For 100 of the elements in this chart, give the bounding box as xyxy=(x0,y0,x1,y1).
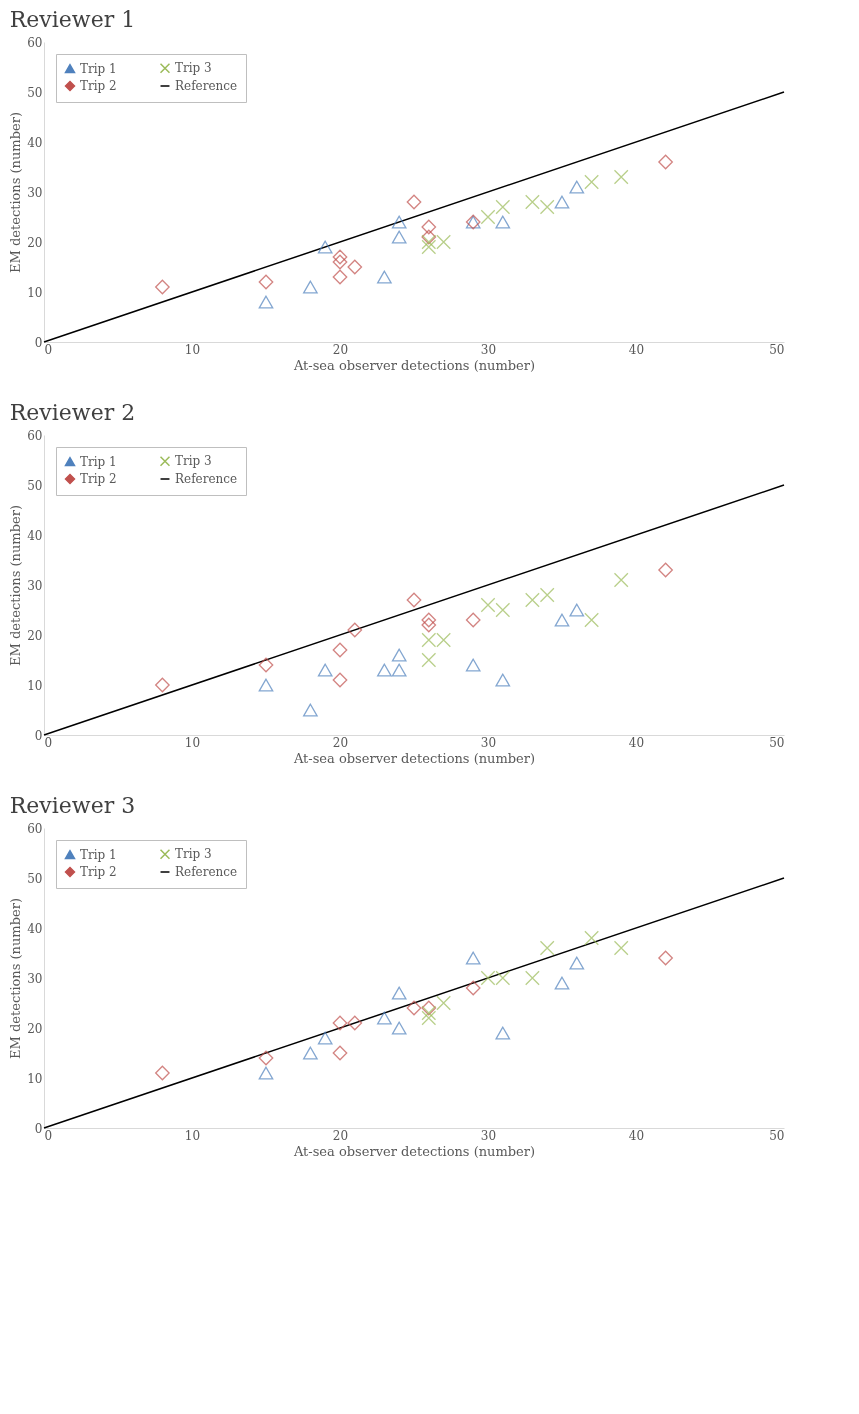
point xyxy=(421,632,437,648)
point xyxy=(391,1021,407,1035)
point xyxy=(258,657,274,673)
point xyxy=(391,986,407,1000)
legend-label: Trip 1 xyxy=(80,454,117,469)
point xyxy=(332,1045,348,1061)
point xyxy=(391,230,407,244)
y-axis-title: EM detections (number) xyxy=(8,505,24,666)
y-tick-label: 40 xyxy=(27,528,43,543)
point xyxy=(421,1005,437,1021)
legend-label: Reference xyxy=(175,79,238,93)
point xyxy=(332,642,348,658)
legend-label: Trip 1 xyxy=(80,61,117,76)
x-tick-label: 50 xyxy=(769,1128,785,1143)
y-tick-label: 40 xyxy=(27,135,43,150)
point xyxy=(421,652,437,668)
x-tick-label: 0 xyxy=(44,1128,53,1143)
y-tick-label: 20 xyxy=(27,1021,43,1036)
point xyxy=(258,678,274,692)
point xyxy=(303,1046,318,1060)
x-tick-label: 40 xyxy=(628,342,645,357)
point xyxy=(539,940,555,956)
point xyxy=(525,592,540,608)
point xyxy=(303,280,318,294)
point xyxy=(317,663,333,677)
point xyxy=(569,603,585,617)
point xyxy=(495,215,511,229)
y-tick-label: 40 xyxy=(27,921,43,936)
y-tick-label: 10 xyxy=(27,678,43,693)
point xyxy=(525,194,540,210)
point xyxy=(377,663,392,677)
point xyxy=(347,259,363,275)
point xyxy=(495,1026,511,1040)
point xyxy=(436,995,451,1011)
point xyxy=(258,274,274,290)
point xyxy=(465,980,481,996)
y-tick-label: 20 xyxy=(27,628,43,643)
point xyxy=(332,249,348,265)
y-tick-label: 50 xyxy=(27,871,43,886)
point xyxy=(347,1015,363,1031)
x-tick-label: 40 xyxy=(628,735,645,750)
point xyxy=(421,1000,437,1016)
x-tick-label: 30 xyxy=(480,342,497,357)
point xyxy=(421,229,437,245)
x-tick-label: 20 xyxy=(332,735,349,750)
x-tick-label: 40 xyxy=(628,1128,645,1143)
y-tick-label: 10 xyxy=(27,285,43,300)
point xyxy=(317,1031,333,1045)
point xyxy=(332,672,348,688)
point xyxy=(554,195,570,209)
y-tick-label: 50 xyxy=(27,478,43,493)
point xyxy=(658,562,673,578)
point xyxy=(495,970,511,986)
point xyxy=(332,1015,348,1031)
point xyxy=(391,215,407,229)
point xyxy=(480,209,496,225)
legend-label: Trip 3 xyxy=(175,847,212,862)
y-tick-label: 60 xyxy=(27,428,43,443)
x-tick-label: 10 xyxy=(184,735,201,750)
y-tick-label: 30 xyxy=(27,578,43,593)
point xyxy=(391,648,407,662)
point xyxy=(421,617,437,633)
chart-title: Reviewer 2 xyxy=(9,400,136,425)
y-tick-label: 30 xyxy=(27,971,43,986)
point xyxy=(377,1011,392,1025)
point xyxy=(465,951,481,965)
chart-title: Reviewer 1 xyxy=(9,7,136,32)
point xyxy=(584,930,599,946)
x-tick-label: 0 xyxy=(44,735,53,750)
legend-label: Trip 3 xyxy=(175,61,212,76)
point xyxy=(495,199,511,215)
point xyxy=(436,632,451,648)
x-tick-label: 20 xyxy=(332,1128,349,1143)
y-tick-label: 60 xyxy=(27,821,43,836)
point xyxy=(421,239,437,255)
x-axis-title: At-sea observer detections (number) xyxy=(292,750,536,766)
legend-label: Trip 2 xyxy=(80,79,117,93)
point xyxy=(613,940,629,956)
x-tick-label: 30 xyxy=(480,735,497,750)
point xyxy=(377,270,392,284)
point xyxy=(155,677,170,693)
x-tick-label: 10 xyxy=(184,1128,201,1143)
point xyxy=(525,970,540,986)
point xyxy=(391,663,407,677)
y-tick-label: 10 xyxy=(27,1071,43,1086)
chart-title: Reviewer 3 xyxy=(9,793,136,818)
x-tick-label: 10 xyxy=(184,342,201,357)
point xyxy=(613,169,629,185)
point xyxy=(406,194,422,210)
legend-label: Trip 2 xyxy=(80,865,117,879)
legend-label: Reference xyxy=(175,472,238,486)
point xyxy=(584,174,599,190)
legend-label: Trip 1 xyxy=(80,847,117,862)
y-tick-label: 50 xyxy=(27,85,43,100)
point xyxy=(332,269,348,285)
point xyxy=(317,240,333,254)
legend-label: Trip 2 xyxy=(80,472,117,486)
point xyxy=(569,956,585,970)
y-tick-label: 30 xyxy=(27,185,43,200)
point xyxy=(554,976,570,990)
